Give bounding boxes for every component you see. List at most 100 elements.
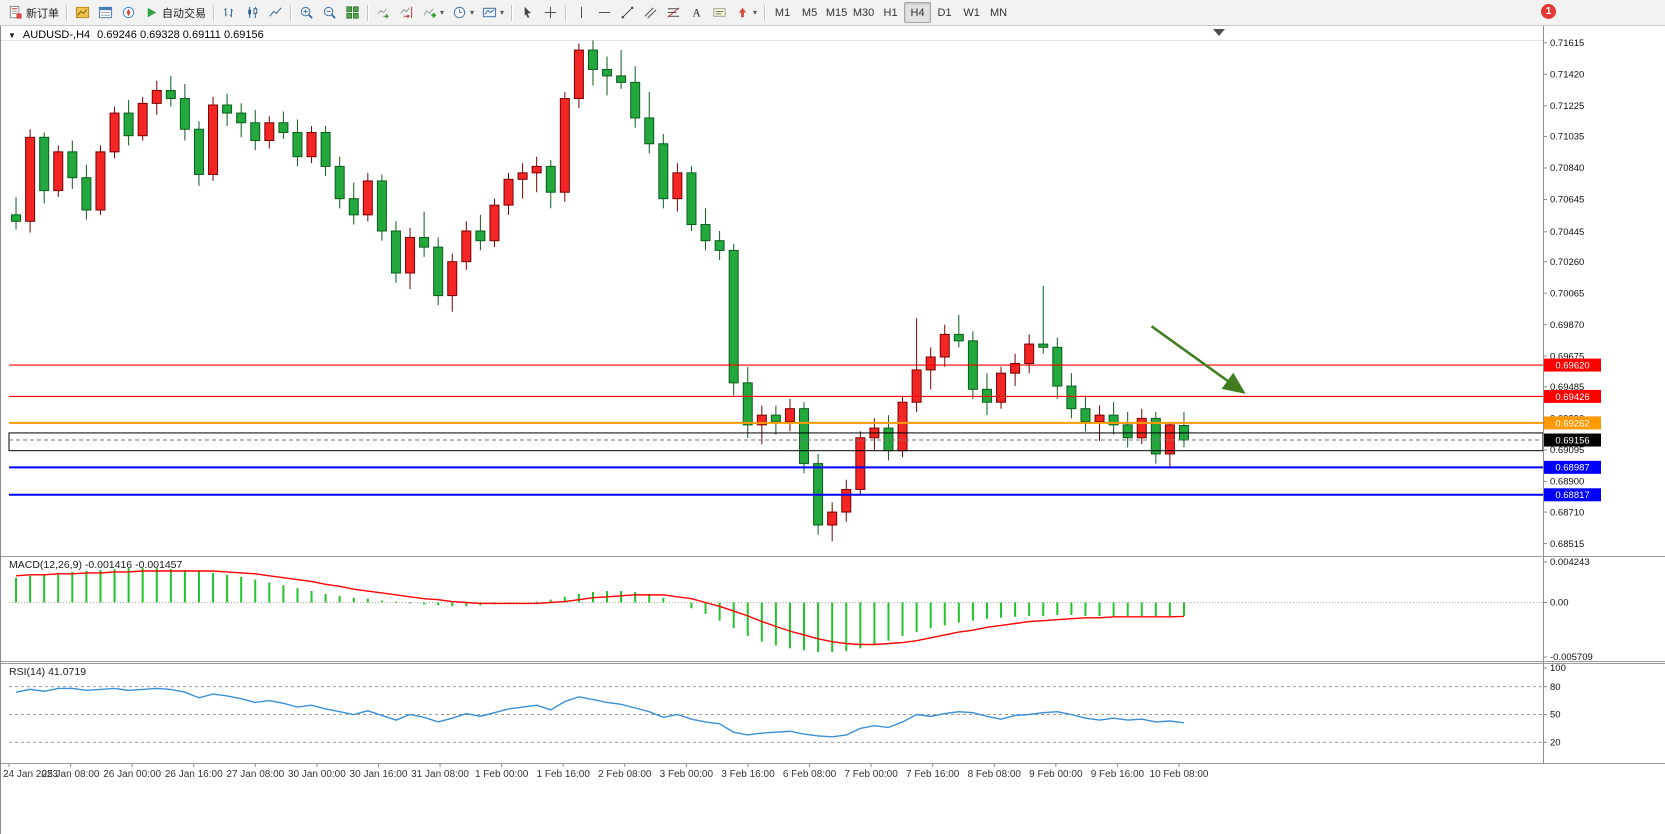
svg-text:0.69426: 0.69426	[1555, 392, 1589, 403]
autotrading-label: 自动交易	[162, 7, 206, 20]
svg-text:0.69095: 0.69095	[1550, 445, 1584, 456]
svg-text:0.71615: 0.71615	[1550, 38, 1584, 49]
svg-text:0.68817: 0.68817	[1555, 490, 1589, 501]
macd-label: MACD(12,26,9) -0.001416 -0.001457	[9, 559, 183, 571]
templates-icon	[482, 7, 497, 18]
auto-scroll-icon	[377, 8, 389, 19]
crosshair-button[interactable]	[539, 2, 562, 23]
autotrading-icon	[147, 7, 157, 18]
notification-badge[interactable]: 1	[1541, 4, 1556, 19]
autotrading-button[interactable]: 自动交易	[140, 2, 210, 23]
timeframe-m1[interactable]: M1	[769, 2, 796, 23]
toolbar-separator	[565, 4, 568, 21]
svg-text:80: 80	[1550, 682, 1561, 693]
timeframe-mn[interactable]: MN	[985, 2, 1012, 23]
text-button[interactable]: A	[685, 2, 708, 23]
vertical-line-icon	[581, 6, 583, 19]
chart-shift-marker	[1213, 29, 1225, 36]
timeframe-m30[interactable]: M30	[850, 2, 877, 23]
vertical-line-button[interactable]	[570, 2, 593, 23]
trendline-button[interactable]	[616, 2, 639, 23]
svg-text:30 Jan 00:00: 30 Jan 00:00	[288, 769, 346, 780]
zoom-in-icon	[300, 6, 313, 19]
arrows-button[interactable]: ▾	[731, 2, 761, 23]
periods-button[interactable]: ▾	[448, 2, 478, 23]
templates-button[interactable]: ▾	[478, 2, 508, 23]
rsi-label: RSI(14) 41.0719	[9, 666, 87, 678]
indicators-icon	[423, 8, 437, 18]
one-click-trading-toggle[interactable]: ▼	[8, 30, 16, 40]
svg-text:0.68710: 0.68710	[1550, 507, 1584, 518]
svg-text:-0.005709: -0.005709	[1550, 652, 1593, 663]
svg-text:0.70840: 0.70840	[1550, 163, 1584, 174]
navigator-button[interactable]	[117, 2, 140, 23]
new-order-label: 新订单	[26, 7, 59, 20]
zoom-out-icon	[323, 6, 336, 19]
market-watch-icon	[98, 6, 113, 19]
svg-text:0.69675: 0.69675	[1550, 351, 1584, 362]
timeframe-h4[interactable]: H4	[904, 2, 932, 23]
horizontal-line-button[interactable]	[593, 2, 616, 23]
svg-text:0.70645: 0.70645	[1550, 195, 1584, 206]
bar-chart-icon	[224, 7, 233, 18]
svg-text:27 Jan 08:00: 27 Jan 08:00	[226, 769, 284, 780]
dropdown-caret: ▾	[470, 7, 475, 17]
fibonacci-button[interactable]	[662, 2, 685, 23]
price-tag	[1544, 433, 1601, 447]
timeframe-m15[interactable]: M15	[823, 2, 850, 23]
zoom-out-button[interactable]	[318, 2, 341, 23]
tile-windows-icon	[346, 6, 359, 19]
svg-text:0.69156: 0.69156	[1555, 435, 1589, 446]
equidistant-channel-button[interactable]	[639, 2, 662, 23]
toolbar-separator	[764, 4, 767, 21]
toolbar-separator	[66, 4, 68, 21]
rectangle-zone	[8, 432, 1544, 452]
timeframe-d1[interactable]: D1	[931, 2, 958, 23]
auto-scroll-button[interactable]	[372, 2, 395, 23]
chart-canvas[interactable]: 0.71615 0.71420 0.71225 0.71035 0.70840 0.706…	[1, 26, 1665, 834]
horizontal-line-icon	[598, 12, 611, 13]
timeframe-m5[interactable]: M5	[796, 2, 823, 23]
svg-text:50: 50	[1550, 710, 1561, 721]
toolbar-separator	[213, 4, 215, 21]
svg-text:7 Feb 16:00: 7 Feb 16:00	[906, 769, 960, 780]
ohlc-values: 0.69246 0.69328 0.69111 0.69156	[97, 29, 264, 41]
svg-text:0.69870: 0.69870	[1550, 320, 1584, 331]
toolbar-separator	[367, 4, 369, 21]
tile-windows-button[interactable]	[341, 2, 364, 23]
svg-text:9 Feb 16:00: 9 Feb 16:00	[1091, 769, 1145, 780]
svg-text:2 Feb 08:00: 2 Feb 08:00	[598, 769, 652, 780]
cursor-icon	[524, 6, 531, 18]
line-chart-button[interactable]	[264, 2, 287, 23]
svg-text:0.69485: 0.69485	[1550, 382, 1584, 393]
new-order-button[interactable]: 新订单	[4, 2, 63, 23]
price-tag	[1544, 358, 1601, 372]
toolbar-separator	[511, 4, 514, 21]
zoom-in-button[interactable]	[295, 2, 318, 23]
chart-shift-button[interactable]	[395, 2, 418, 23]
svg-text:25 Jan 08:00: 25 Jan 08:00	[42, 769, 100, 780]
svg-text:0.00: 0.00	[1550, 598, 1569, 609]
svg-text:0.004243: 0.004243	[1550, 557, 1590, 568]
market-watch-button[interactable]	[94, 2, 117, 23]
price-tag	[1544, 389, 1601, 403]
candlesticks-button[interactable]	[241, 2, 264, 23]
text-label-icon	[713, 8, 726, 17]
timeframe-h1[interactable]: H1	[877, 2, 904, 23]
svg-text:1 Feb 00:00: 1 Feb 00:00	[475, 769, 529, 780]
svg-text:8 Feb 08:00: 8 Feb 08:00	[968, 769, 1022, 780]
arrows-icon	[738, 7, 747, 18]
cursor-button[interactable]	[516, 2, 539, 23]
text-label-button[interactable]	[708, 2, 731, 23]
charts-icon	[75, 6, 90, 19]
indicators-button[interactable]: ▾	[418, 2, 448, 23]
trend-arrow	[1150, 325, 1246, 394]
macd-signal-line	[15, 570, 1184, 646]
trendline-icon	[621, 6, 634, 19]
svg-text:26 Jan 00:00: 26 Jan 00:00	[103, 769, 161, 780]
charts-button[interactable]	[71, 2, 94, 23]
bar-chart-button[interactable]	[218, 2, 241, 23]
symbol-period: AUDUSD-,H4	[22, 29, 91, 41]
timeframe-w1[interactable]: W1	[958, 2, 985, 23]
svg-text:31 Jan 08:00: 31 Jan 08:00	[411, 769, 469, 780]
